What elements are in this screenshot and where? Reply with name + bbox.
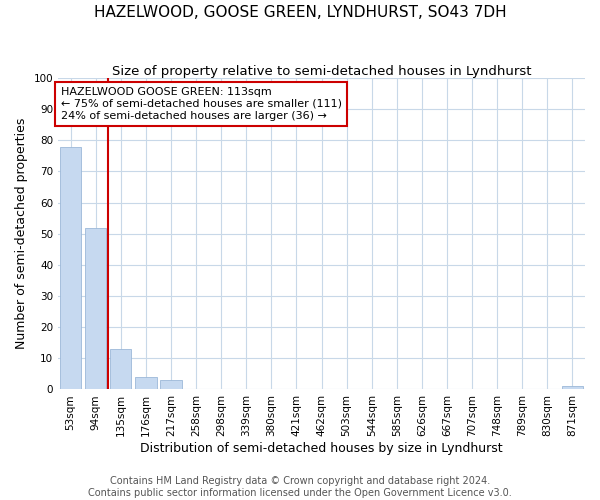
Bar xyxy=(562,386,583,390)
Y-axis label: Number of semi-detached properties: Number of semi-detached properties xyxy=(15,118,28,350)
Bar xyxy=(85,228,106,390)
Bar xyxy=(110,349,131,390)
Text: Contains HM Land Registry data © Crown copyright and database right 2024.
Contai: Contains HM Land Registry data © Crown c… xyxy=(88,476,512,498)
Bar xyxy=(60,146,81,390)
Bar xyxy=(160,380,182,390)
Text: HAZELWOOD GOOSE GREEN: 113sqm
← 75% of semi-detached houses are smaller (111)
24: HAZELWOOD GOOSE GREEN: 113sqm ← 75% of s… xyxy=(61,88,341,120)
Title: Size of property relative to semi-detached houses in Lyndhurst: Size of property relative to semi-detach… xyxy=(112,65,531,78)
Text: HAZELWOOD, GOOSE GREEN, LYNDHURST, SO43 7DH: HAZELWOOD, GOOSE GREEN, LYNDHURST, SO43 … xyxy=(94,5,506,20)
Bar xyxy=(135,377,157,390)
X-axis label: Distribution of semi-detached houses by size in Lyndhurst: Distribution of semi-detached houses by … xyxy=(140,442,503,455)
